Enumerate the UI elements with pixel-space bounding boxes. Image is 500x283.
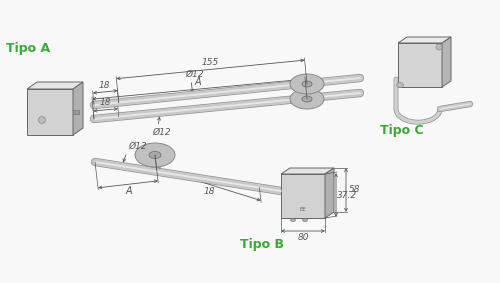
- Polygon shape: [325, 168, 334, 218]
- Text: 18: 18: [99, 82, 110, 90]
- Ellipse shape: [302, 81, 312, 87]
- Ellipse shape: [436, 44, 442, 50]
- Polygon shape: [398, 37, 451, 43]
- Ellipse shape: [290, 218, 296, 222]
- Polygon shape: [442, 37, 451, 87]
- Ellipse shape: [396, 83, 404, 87]
- Text: Tipo A: Tipo A: [6, 42, 50, 55]
- Ellipse shape: [38, 117, 46, 123]
- Ellipse shape: [302, 218, 308, 222]
- Text: 18: 18: [99, 98, 110, 108]
- Ellipse shape: [135, 143, 175, 167]
- Text: 80: 80: [297, 233, 309, 243]
- Polygon shape: [73, 82, 83, 135]
- Text: 18: 18: [204, 187, 216, 196]
- Polygon shape: [27, 89, 73, 135]
- Polygon shape: [281, 168, 334, 174]
- Text: EE: EE: [300, 207, 306, 212]
- Ellipse shape: [290, 89, 324, 109]
- Polygon shape: [73, 110, 79, 114]
- Text: Ø12: Ø12: [152, 128, 171, 137]
- Ellipse shape: [149, 151, 161, 158]
- Text: 58: 58: [349, 185, 361, 194]
- Polygon shape: [27, 82, 83, 89]
- Text: Ø12: Ø12: [185, 70, 204, 78]
- Polygon shape: [281, 174, 325, 218]
- Ellipse shape: [290, 74, 324, 94]
- Polygon shape: [398, 43, 442, 87]
- Text: 155: 155: [201, 58, 218, 67]
- Text: Tipo B: Tipo B: [240, 238, 284, 251]
- Text: 37.2: 37.2: [337, 192, 357, 200]
- Text: A: A: [126, 186, 132, 196]
- Text: A: A: [194, 77, 202, 87]
- Text: Tipo C: Tipo C: [380, 124, 424, 137]
- Ellipse shape: [302, 96, 312, 102]
- Text: Ø12: Ø12: [128, 142, 146, 151]
